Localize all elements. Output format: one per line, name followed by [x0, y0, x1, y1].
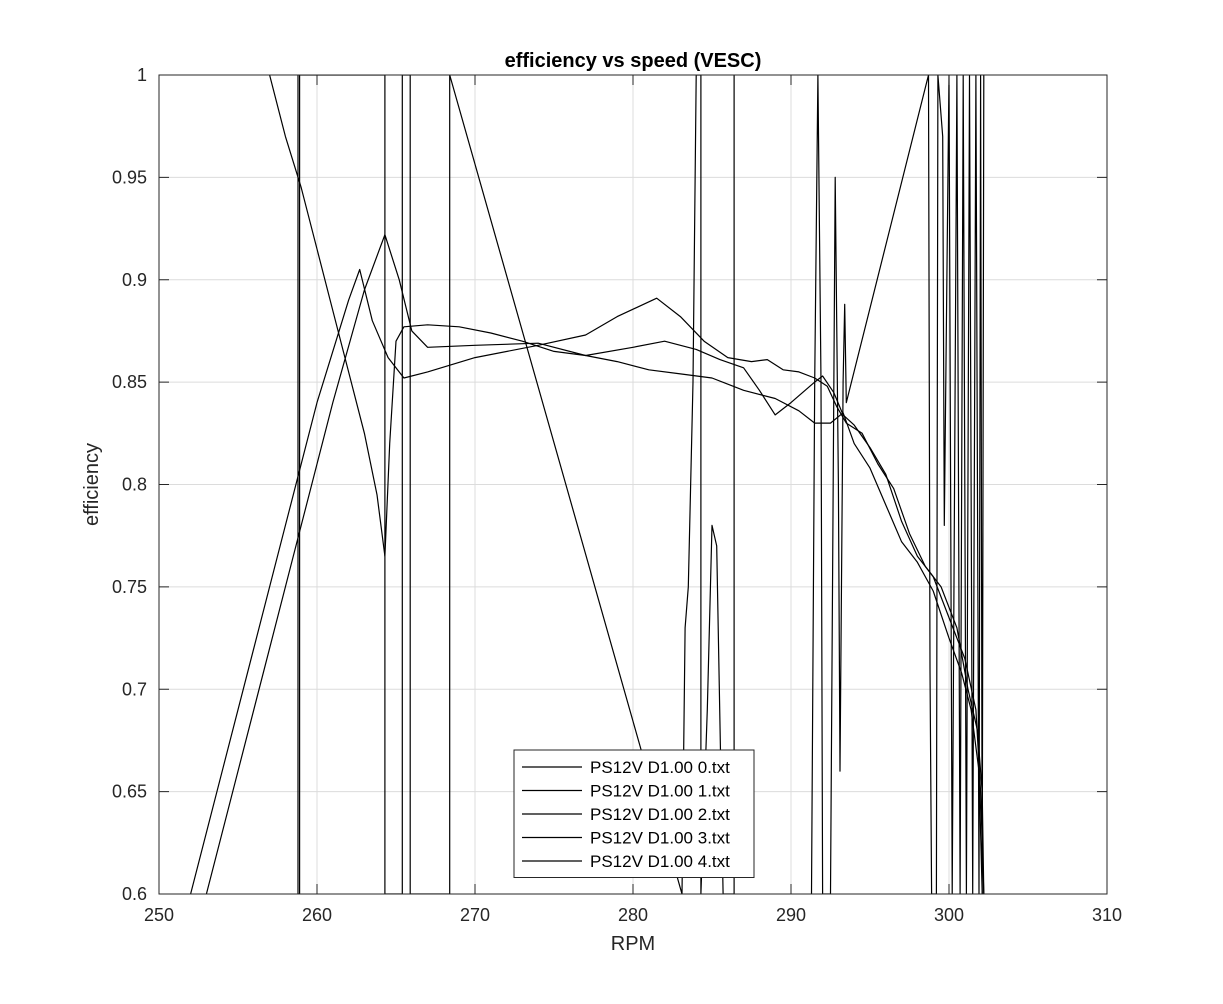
- y-tick-label: 0.65: [112, 782, 147, 802]
- series-line-1: [205, 234, 985, 894]
- y-axis-label: efficiency: [81, 443, 103, 526]
- legend-entry: PS12V D1.00 3.txt: [590, 829, 730, 848]
- chart-title: efficiency vs speed (VESC): [505, 50, 762, 72]
- legend: PS12V D1.00 0.txt PS12V D1.00 1.txt PS12V …: [513, 749, 755, 878]
- x-tick-label: 280: [618, 905, 648, 925]
- x-tick-label: 300: [934, 905, 964, 925]
- y-tick-label: 1: [137, 65, 147, 85]
- y-tick-label: 0.95: [112, 167, 147, 187]
- series-lines: [190, 75, 985, 894]
- y-tick-label: 0.9: [122, 270, 147, 290]
- legend-entry: PS12V D1.00 4.txt: [590, 852, 730, 871]
- series-line-3: [297, 75, 735, 894]
- series-line-0: [190, 268, 985, 894]
- x-tick-label: 250: [144, 905, 174, 925]
- axes: 250 260 270 280 290 300 310 0.6 0.65 0.7 0.75 0.8 0.…: [112, 65, 1122, 925]
- x-axis-label: RPM: [611, 933, 655, 955]
- x-tick-label: 270: [460, 905, 490, 925]
- axes-box: [158, 74, 1108, 895]
- legend-entry: PS12V D1.00 2.txt: [590, 805, 730, 824]
- x-tick-label: 310: [1092, 905, 1122, 925]
- y-tick-label: 0.7: [122, 679, 147, 699]
- series-line-4: [810, 75, 985, 894]
- legend-entry: PS12V D1.00 0.txt: [590, 758, 730, 777]
- x-tick-label: 290: [776, 905, 806, 925]
- y-tick-label: 0.75: [112, 577, 147, 597]
- y-tick-label: 0.6: [122, 884, 147, 904]
- y-tick-label: 0.8: [122, 475, 147, 495]
- series-line-2: [269, 75, 983, 894]
- legend-entry: PS12V D1.00 1.txt: [590, 782, 730, 801]
- x-tick-label: 260: [302, 905, 332, 925]
- y-tick-label: 0.85: [112, 372, 147, 392]
